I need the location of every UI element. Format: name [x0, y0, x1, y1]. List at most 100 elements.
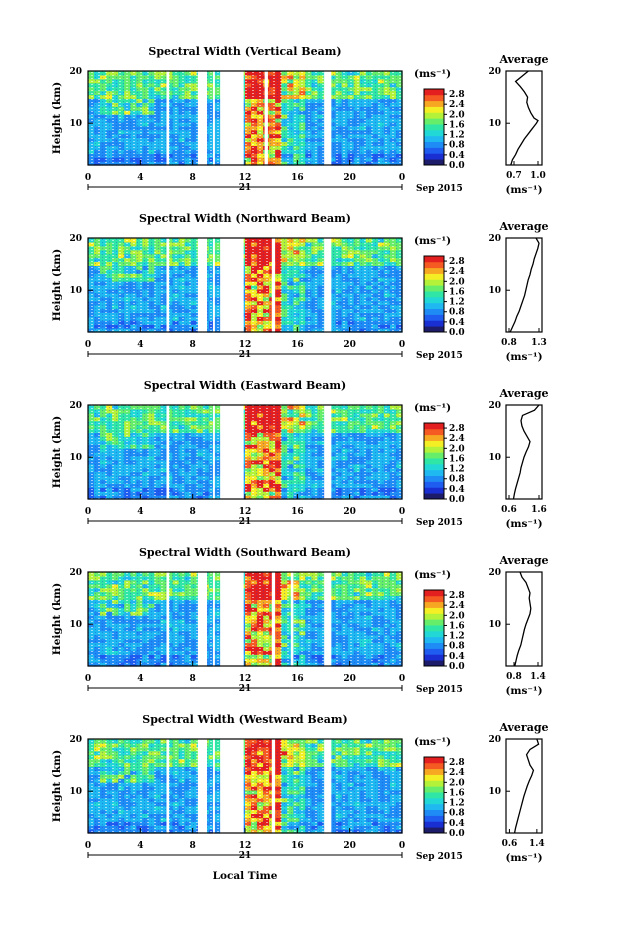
colorbar: 0.00.40.81.21.62.02.42.8 [423, 589, 465, 672]
panel-3: Spectral Width (Eastward Beam) 0 4 8 12 16 20 0… [51, 379, 549, 530]
average-title: Average [498, 53, 548, 66]
data-gap [197, 237, 208, 333]
colorbar-tick-label: 1.2 [449, 632, 465, 642]
colorbar-tick-label: 1.2 [449, 799, 465, 809]
date-label: Sep 2015 [416, 685, 463, 695]
colorbar-tick-label: 0.8 [449, 475, 465, 485]
y-tick-label: 20 [69, 735, 82, 745]
x-tick-label: 0 [85, 340, 91, 350]
data-gap [324, 738, 332, 834]
average-title: Average [498, 721, 548, 734]
colorbar-tick-label: 0.4 [449, 485, 465, 495]
data-gap [166, 404, 170, 500]
y-tick-label: 10 [69, 453, 82, 463]
average-title: Average [498, 387, 548, 400]
average-x-tick-label: 1.0 [530, 171, 546, 181]
colorbar: 0.00.40.81.21.62.02.42.8 [423, 255, 465, 338]
day-label: 21 [239, 517, 252, 527]
average-title: Average [498, 554, 548, 567]
panel-title: Spectral Width (Vertical Beam) [148, 45, 341, 58]
colorbar-tick-label: 0.4 [449, 652, 465, 662]
data-gap [166, 571, 170, 667]
x-tick-label: 20 [343, 507, 356, 517]
x-tick-label: 20 [343, 340, 356, 350]
colorbar-tick-label: 1.2 [449, 465, 465, 475]
colorbar-tick-label: 2.0 [449, 110, 465, 120]
colorbar-unit: (ms⁻¹) [414, 402, 451, 414]
colorbar-tick-label: 2.4 [449, 267, 465, 277]
average-profile-plot: Average 10 20 0.6 1.4 (ms⁻¹) [488, 721, 548, 864]
colorbar-tick-label: 0.4 [449, 819, 465, 829]
colorbar-tick-label: 1.6 [449, 287, 465, 297]
data-gap [166, 237, 170, 333]
x-tick-label: 20 [343, 173, 356, 183]
y-tick-label: 20 [69, 401, 82, 411]
average-x-unit: (ms⁻¹) [505, 685, 542, 697]
data-gap [220, 404, 244, 500]
average-line [512, 404, 540, 500]
colorbar-tick-label: 0.0 [449, 662, 465, 672]
average-y-tick-label: 10 [488, 620, 501, 630]
data-gap [166, 70, 170, 166]
x-tick-label: 0 [399, 674, 405, 684]
x-tick-label: 8 [190, 674, 196, 684]
data-gap [212, 404, 215, 500]
day-label: 21 [239, 183, 252, 193]
x-tick-label: 4 [137, 173, 143, 183]
y-axis-label: Height (km) [51, 82, 63, 154]
average-x-tick-label: 1.6 [531, 505, 547, 515]
colorbar-tick-label: 2.4 [449, 100, 465, 110]
average-x-tick-label: 0.8 [506, 672, 522, 682]
x-tick-label: 0 [399, 841, 405, 851]
colorbar-tick-label: 2.4 [449, 768, 465, 778]
data-gap [212, 237, 215, 333]
colorbar-tick-label: 2.8 [449, 424, 465, 434]
colorbar-tick-label: 0.0 [449, 161, 465, 171]
data-gap [212, 70, 215, 166]
x-tick-label: 16 [291, 674, 304, 684]
x-tick-label: 4 [137, 340, 143, 350]
colorbar-tick-label: 0.0 [449, 495, 465, 505]
colorbar-tick-label: 2.8 [449, 758, 465, 768]
average-line [510, 70, 539, 166]
average-y-tick-label: 10 [488, 286, 501, 296]
average-y-tick-label: 20 [488, 568, 501, 578]
y-axis-label: Height (km) [51, 750, 63, 822]
colorbar-tick-label: 0.4 [449, 318, 465, 328]
average-x-unit: (ms⁻¹) [505, 351, 542, 363]
average-x-tick-label: 0.6 [502, 839, 518, 849]
average-y-tick-label: 10 [488, 453, 501, 463]
data-gap [197, 70, 208, 166]
date-label: Sep 2015 [416, 518, 463, 528]
colorbar-tick-label: 2.0 [449, 611, 465, 621]
average-y-tick-label: 10 [488, 119, 501, 129]
date-label: Sep 2015 [416, 852, 463, 862]
day-label: 21 [239, 350, 252, 360]
panel-title: Spectral Width (Eastward Beam) [144, 379, 346, 392]
panel-2: Spectral Width (Northward Beam) 0 4 8 12 16 20… [51, 212, 549, 363]
average-y-tick-label: 10 [488, 787, 501, 797]
average-x-tick-label: 0.7 [506, 171, 522, 181]
colorbar-unit: (ms⁻¹) [414, 569, 451, 581]
x-tick-label: 16 [291, 841, 304, 851]
x-tick-label: 20 [343, 674, 356, 684]
y-tick-label: 10 [69, 119, 82, 129]
average-y-tick-label: 20 [488, 67, 501, 77]
average-profile-plot: Average 10 20 0.8 1.3 (ms⁻¹) [488, 220, 548, 363]
x-tick-label: 12 [239, 674, 252, 684]
data-gap [290, 571, 294, 667]
colorbar-tick-label: 2.8 [449, 90, 465, 100]
data-gap [212, 738, 215, 834]
panel-1: Spectral Width (Vertical Beam) 0 4 8 12 16 20 0… [51, 45, 549, 196]
colorbar-tick-label: 2.0 [449, 778, 465, 788]
x-tick-label: 8 [190, 841, 196, 851]
x-tick-label: 20 [343, 841, 356, 851]
panel-title: Spectral Width (Northward Beam) [139, 212, 351, 225]
colorbar-tick-label: 0.8 [449, 308, 465, 318]
y-axis-label: Height (km) [51, 583, 63, 655]
data-gap [197, 738, 208, 834]
x-tick-label: 4 [137, 841, 143, 851]
colorbar-tick-label: 2.4 [449, 434, 465, 444]
average-x-tick-label: 0.6 [501, 505, 517, 515]
average-profile-plot: Average 10 20 0.8 1.4 (ms⁻¹) [488, 554, 548, 697]
